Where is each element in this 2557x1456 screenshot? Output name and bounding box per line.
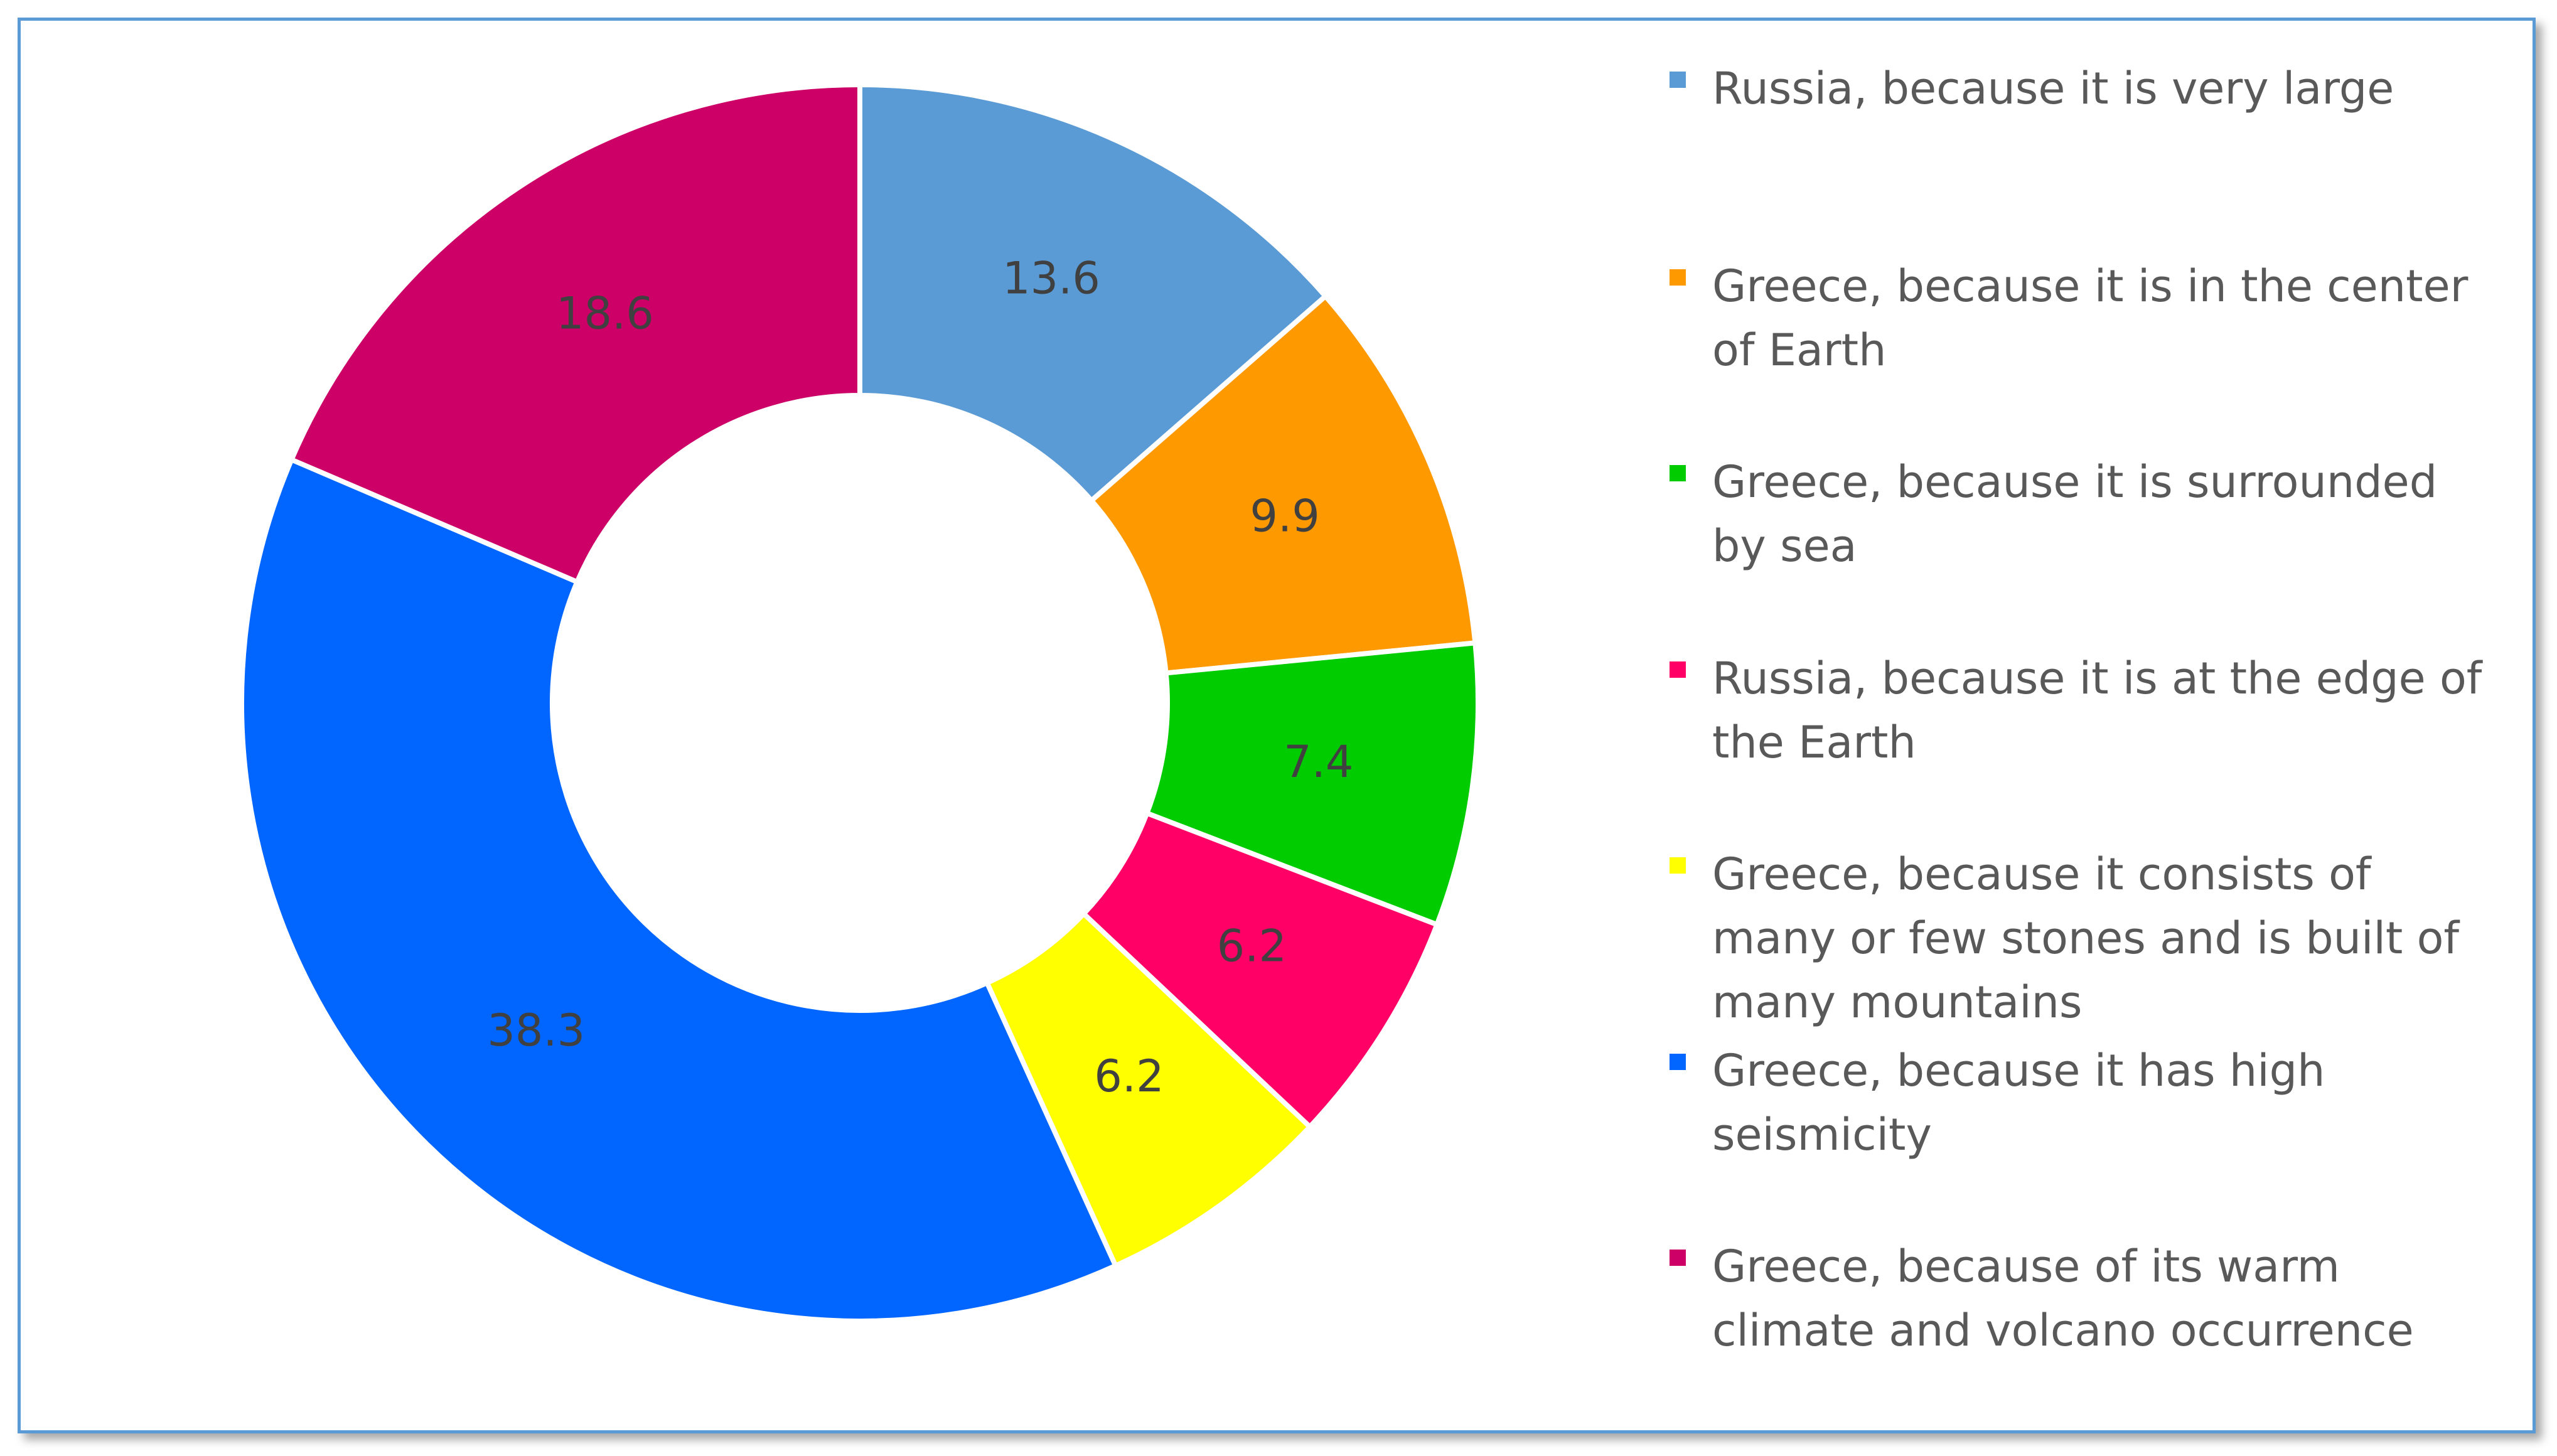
- slice-data-label: 13.6: [1002, 253, 1100, 304]
- slice-data-label: 6.2: [1094, 1051, 1164, 1102]
- donut-slice: [1144, 640, 1481, 928]
- legend-label: Greece, because it is surrounded by sea: [1712, 456, 2438, 572]
- legend-swatch: [1670, 661, 1686, 678]
- donut-slice: [288, 82, 862, 586]
- donut-slice: [239, 456, 1119, 1324]
- donut-slice: [1088, 292, 1478, 676]
- slice-data-label: 38.3: [487, 1005, 585, 1056]
- legend-swatch: [1670, 465, 1686, 481]
- legend-label: Greece, because of its warm climate and …: [1712, 1241, 2414, 1356]
- legend-swatch: [1670, 269, 1686, 286]
- slice-data-label: 18.6: [556, 287, 654, 339]
- legend-swatch: [1670, 857, 1686, 874]
- slice-data-label: 6.2: [1217, 921, 1287, 972]
- legend-label: Greece, because it consists of many or f…: [1712, 848, 2460, 1028]
- legend-swatch: [1670, 1054, 1686, 1070]
- legend-swatch: [1670, 1250, 1686, 1266]
- legend-label: Greece, because it is in the center of E…: [1712, 260, 2469, 376]
- legend-label: Greece, because it has high seismicity: [1712, 1045, 2325, 1160]
- slice-data-label: 9.9: [1250, 491, 1319, 542]
- legend-swatch: [1670, 72, 1686, 88]
- slice-data-label: 7.4: [1284, 736, 1353, 788]
- legend-label: Russia, because it is very large: [1712, 63, 2394, 114]
- legend-label: Russia, because it is at the edge of the…: [1712, 653, 2482, 768]
